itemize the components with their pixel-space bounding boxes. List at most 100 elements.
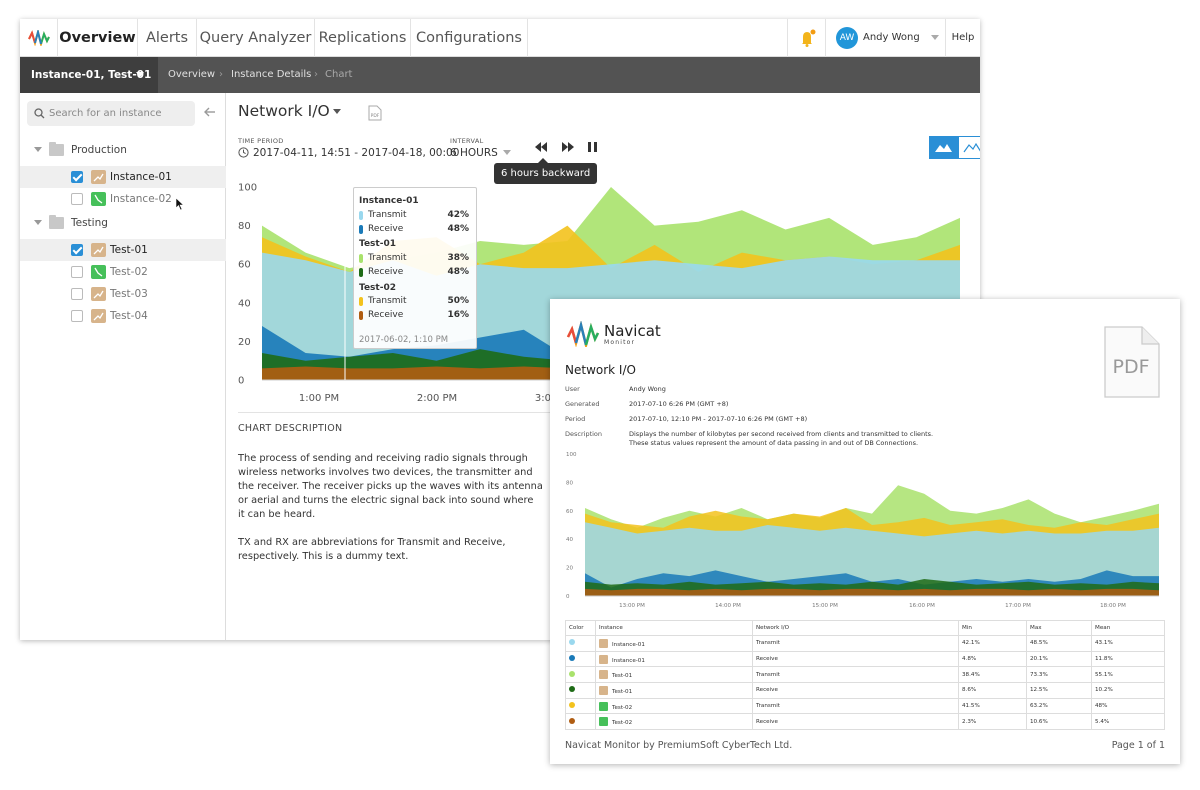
table-row: Instance-01 Receive 4.8% 20.1% 11.8% — [565, 650, 1165, 668]
instance-cell: Test-02 — [595, 713, 753, 731]
breadcrumb-instance-details[interactable]: Instance Details — [231, 69, 312, 80]
pdf-badge-label: PDF — [1112, 356, 1149, 378]
page-title[interactable]: Network I/O — [238, 102, 330, 120]
y-tick-label: 60 — [238, 260, 251, 271]
tab-overview[interactable]: Overview — [58, 19, 138, 57]
report-table-header: Color Instance Network I/O Min Max Mean — [565, 620, 1165, 636]
hover-row-value: 42% — [447, 210, 469, 220]
mysql-instance-icon — [91, 287, 106, 301]
instance-label: Test-01 — [110, 244, 148, 256]
mysql-instance-icon — [599, 670, 608, 680]
hover-row-value: 16% — [447, 310, 469, 320]
instance-checkbox[interactable] — [71, 288, 83, 300]
instance-checkbox[interactable] — [71, 266, 83, 278]
column-header: Color — [565, 620, 596, 636]
instance-selector[interactable]: Instance-01, Test-01 — [20, 57, 158, 93]
rewind-icon[interactable] — [535, 141, 548, 153]
table-row: Instance-01 Transmit 42.1% 48.5% 43.1% — [565, 635, 1165, 652]
help-link[interactable]: Help — [951, 32, 975, 43]
sidebar-item-instance-02[interactable]: Instance-02 — [20, 188, 226, 210]
collapse-triangle-icon — [34, 147, 42, 152]
group-testing[interactable]: Testing — [20, 212, 226, 234]
max-cell: 73.3% — [1026, 666, 1092, 684]
tab-alerts[interactable]: Alerts — [138, 19, 197, 57]
hover-row: Transmit 50% — [359, 296, 471, 308]
hover-row: Transmit 38% — [359, 253, 471, 265]
instance-cell: Instance-01 — [595, 635, 753, 652]
navicat-logo-icon[interactable] — [20, 19, 58, 57]
series-area-5 — [585, 588, 1159, 596]
user-name: Andy Wong — [863, 32, 920, 43]
instance-cell: Test-01 — [595, 666, 753, 684]
hover-row-value: 48% — [447, 267, 469, 277]
instance-checkbox[interactable] — [71, 171, 83, 183]
report-meta-value: Andy Wong — [629, 385, 666, 393]
pdf-export-icon[interactable]: PDF — [368, 105, 382, 121]
tab-configurations[interactable]: Configurations — [411, 19, 528, 57]
color-cell — [565, 666, 596, 684]
fast-forward-icon[interactable] — [561, 141, 574, 153]
sidebar-item-test-04[interactable]: Test-04 — [20, 305, 226, 327]
y-tick-label: 80 — [566, 480, 573, 486]
hover-row-value: 48% — [447, 224, 469, 234]
series-swatch — [359, 211, 363, 220]
time-period-label: TIME PERIOD — [238, 137, 284, 145]
pdf-file-icon: PDF — [1104, 326, 1160, 398]
pause-icon[interactable] — [587, 141, 598, 153]
breadcrumb-separator: › — [219, 69, 223, 80]
instance-name: Test-02 — [612, 720, 633, 727]
user-menu[interactable]: AW Andy Wong — [825, 19, 946, 57]
navicat-logo-icon — [566, 321, 600, 347]
table-row: Test-02 Transmit 41.5% 63.2% 48% — [565, 697, 1165, 715]
network-io-cell: Transmit — [752, 666, 959, 684]
group-production[interactable]: Production — [20, 139, 226, 161]
report-meta-value: 2017-07-10, 12:10 PM - 2017-07-10 6:26 P… — [629, 415, 808, 423]
interval-select[interactable]: 6 HOURS — [450, 147, 511, 159]
report-meta-value: These status values represent the amount… — [629, 439, 919, 447]
sidebar-item-instance-01[interactable]: Instance-01 — [20, 166, 226, 188]
instance-name: Test-02 — [612, 704, 633, 711]
min-cell: 42.1% — [958, 635, 1027, 652]
chart-description-paragraph: The process of sending and receiving rad… — [238, 453, 543, 520]
sidebar-item-test-01[interactable]: Test-01 — [20, 239, 226, 261]
mariadb-instance-icon — [91, 192, 106, 206]
column-header: Min — [958, 620, 1027, 636]
sidebar-item-test-02[interactable]: Test-02 — [20, 261, 226, 283]
y-tick-label: 0 — [566, 594, 570, 600]
hover-row-value: 50% — [447, 296, 469, 306]
mean-cell: 43.1% — [1091, 635, 1165, 652]
breadcrumb-overview[interactable]: Overview — [168, 69, 216, 80]
color-cell — [565, 650, 596, 668]
line-chart-toggle[interactable] — [958, 136, 980, 159]
hover-group-title: Instance-01 — [359, 196, 419, 206]
sidebar-item-test-03[interactable]: Test-03 — [20, 283, 226, 305]
tab-query-analyzer[interactable]: Query Analyzer — [197, 19, 315, 57]
notification-bell-icon[interactable] — [787, 19, 825, 57]
min-cell: 41.5% — [958, 697, 1027, 715]
hover-row-label: Transmit — [368, 296, 407, 306]
max-cell: 20.1% — [1026, 650, 1092, 668]
chart-description: The process of sending and receiving rad… — [238, 452, 543, 564]
instance-checkbox[interactable] — [71, 193, 83, 205]
chevron-down-icon[interactable] — [333, 109, 341, 114]
pdf-report-preview: Navicat Monitor PDF Network I/O User And… — [550, 299, 1180, 764]
series-color-dot — [569, 686, 575, 693]
min-cell: 4.8% — [958, 650, 1027, 668]
y-tick-label: 60 — [566, 509, 573, 515]
time-period-picker[interactable]: 2017-04-11, 14:51 - 2017-04-18, 00:00 — [238, 147, 459, 159]
search-input[interactable] — [49, 101, 189, 126]
report-meta-value: 2017-07-10 6:26 PM (GMT +8) — [629, 400, 729, 408]
instance-checkbox[interactable] — [71, 244, 83, 256]
x-tick-label: 1:00 PM — [299, 393, 339, 404]
stacked-area-chart-toggle[interactable] — [929, 136, 958, 159]
tab-replications[interactable]: Replications — [315, 19, 411, 57]
collapse-sidebar-arrow-icon[interactable] — [204, 107, 216, 117]
line-chart-icon — [963, 142, 980, 153]
hover-row-label: Receive — [368, 310, 404, 320]
instance-checkbox[interactable] — [71, 310, 83, 322]
color-cell — [565, 635, 596, 652]
y-tick-label: 40 — [238, 298, 251, 309]
report-brand-sub: Monitor — [604, 339, 636, 346]
mysql-instance-icon — [599, 685, 608, 695]
instance-cell: Instance-01 — [595, 650, 753, 668]
